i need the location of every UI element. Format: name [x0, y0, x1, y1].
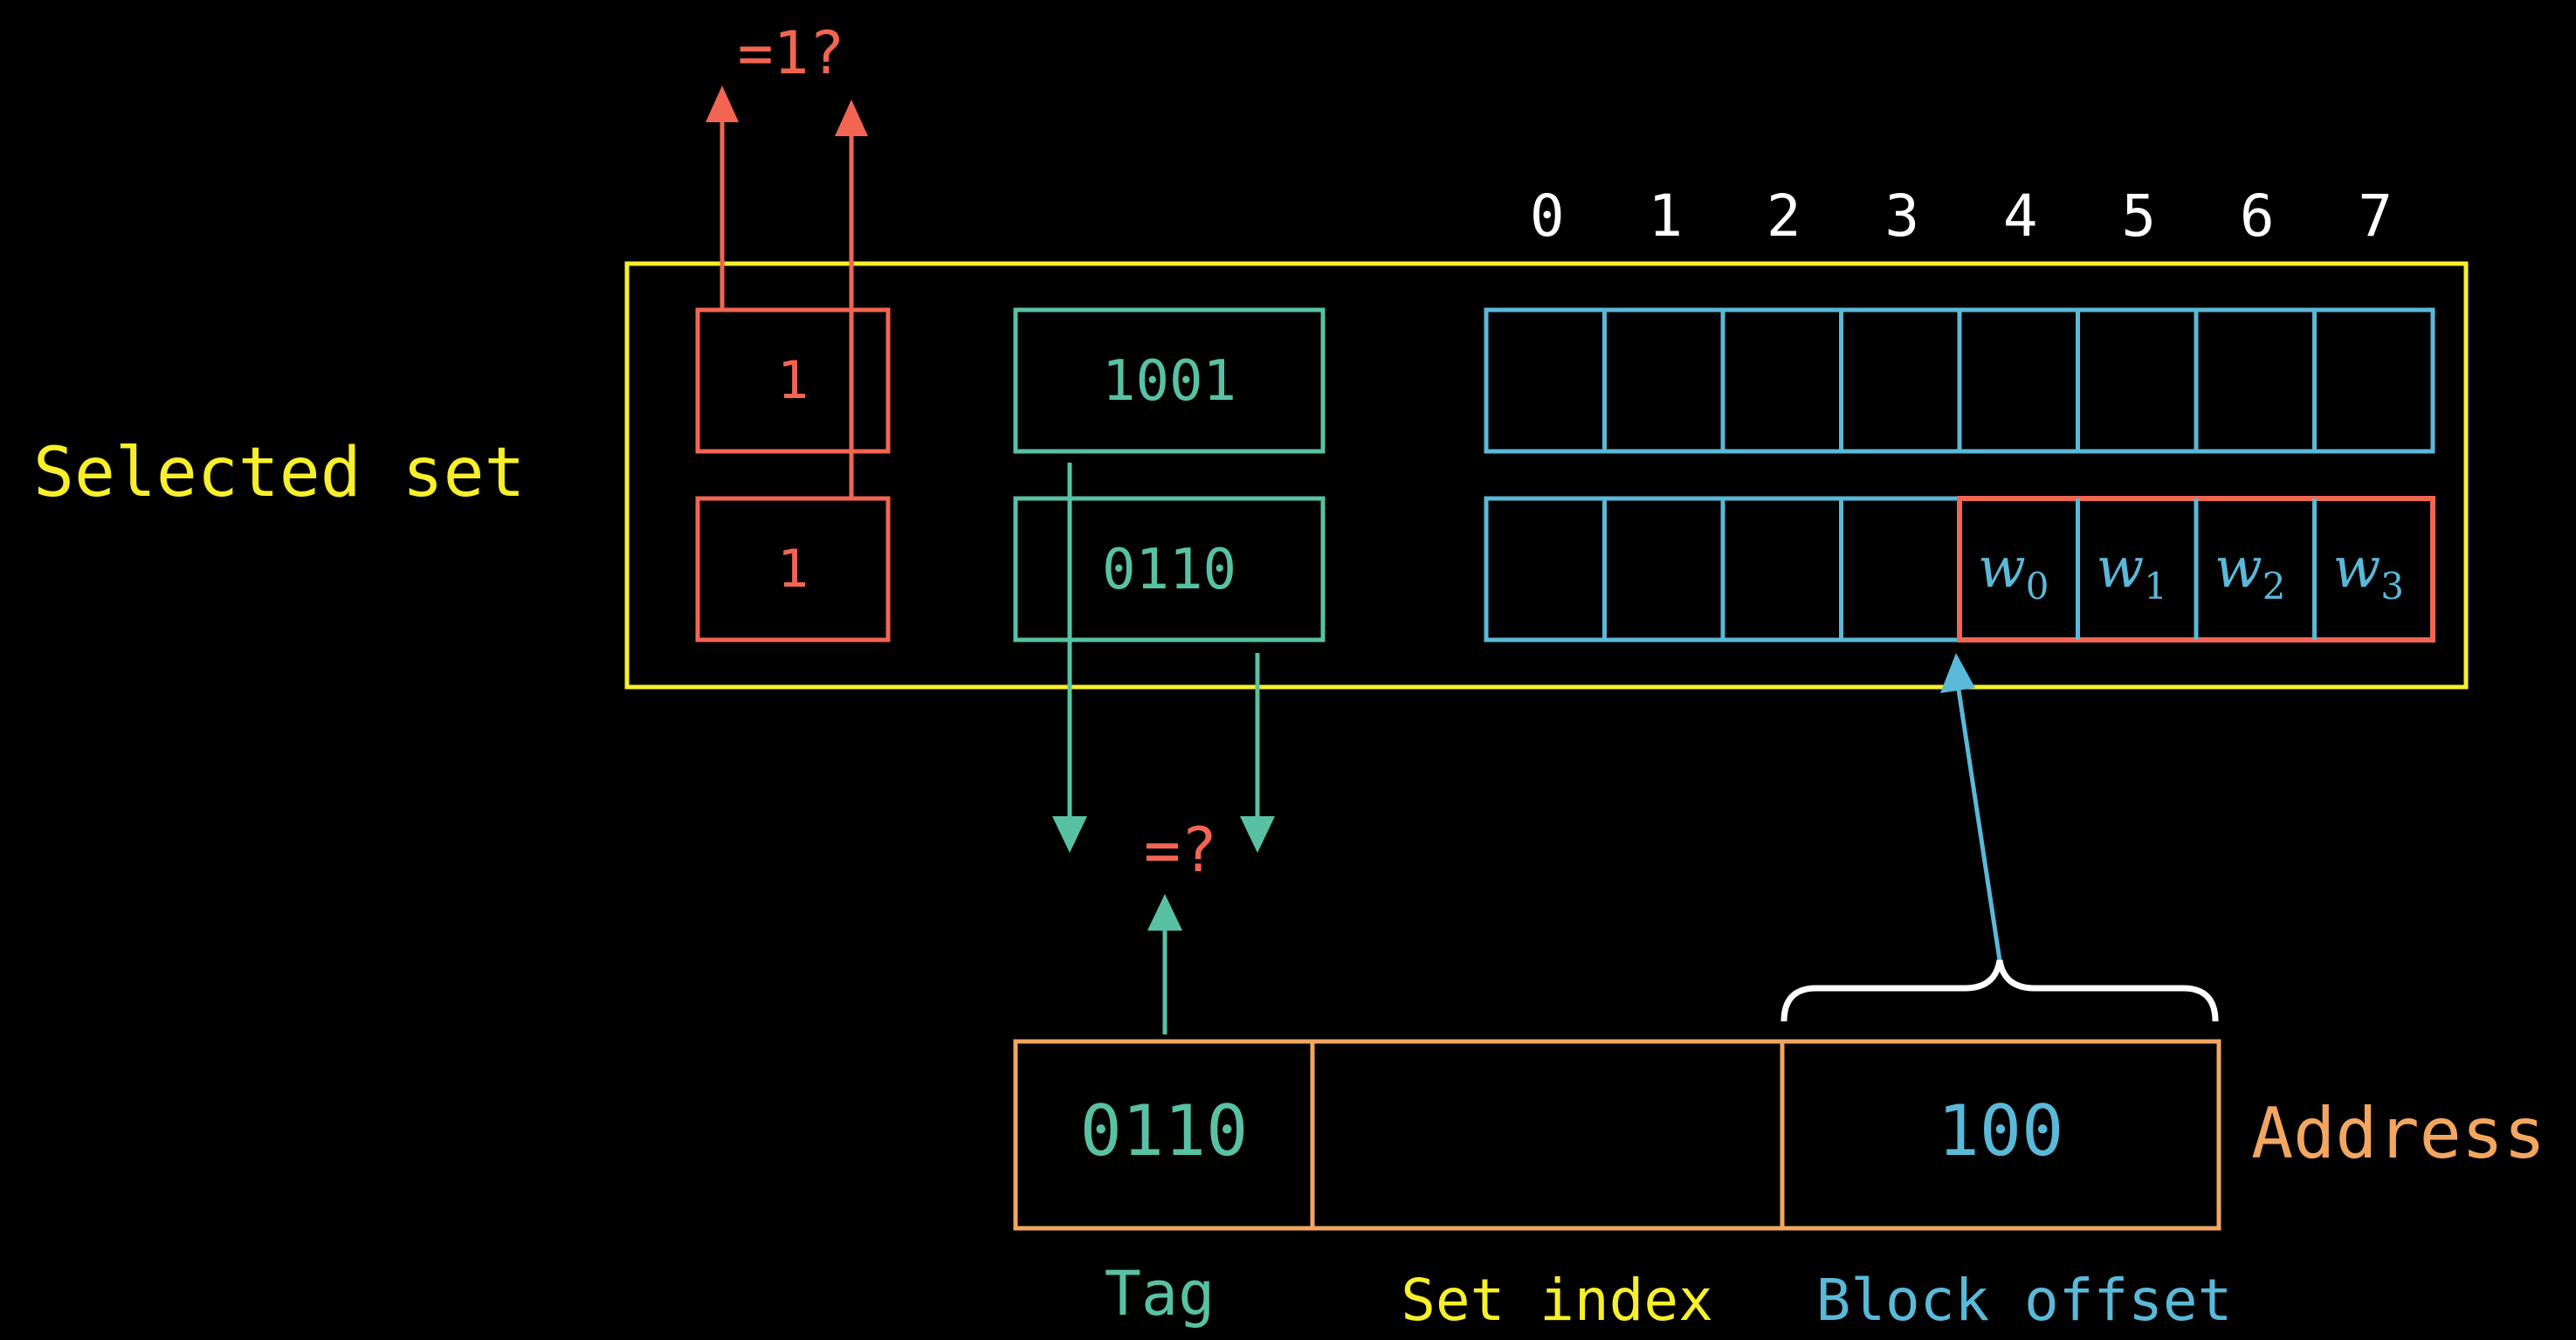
valid-bit-line-2: 1 — [777, 539, 809, 600]
block-row-line-1 — [1484, 307, 2435, 454]
block-offset-arrow — [1940, 653, 2002, 961]
word-3-base: w — [2332, 536, 2380, 601]
byte-index-labels: 0 1 2 3 4 5 6 7 — [1530, 182, 2393, 250]
valid-bit-box-line-1 — [695, 307, 891, 454]
address-label: Address — [2251, 1093, 2545, 1174]
tag-arrow-line-2 — [1240, 653, 1275, 853]
tag-line-2: 0110 — [1102, 538, 1236, 602]
block-offset-field-label: Block offset — [1816, 1267, 2233, 1334]
tag-box-line-1 — [1013, 307, 1326, 454]
tag-line-1: 1001 — [1102, 349, 1236, 414]
byte-index-7: 7 — [2358, 182, 2393, 250]
word-3-subscript: 3 — [2380, 565, 2404, 608]
byte-index-6: 6 — [2240, 182, 2275, 250]
block-cell — [1602, 307, 1725, 454]
word-3: w3 — [2332, 536, 2404, 608]
word-1-base: w — [2096, 536, 2144, 601]
word-2: w2 — [2214, 536, 2286, 608]
block-cell — [1484, 496, 1607, 643]
word-2-subscript: 2 — [2263, 565, 2286, 608]
address-block-offset-field — [1780, 1039, 2221, 1231]
address-tag-arrow — [1147, 894, 1182, 1034]
valid-arrow-line-1 — [706, 86, 739, 310]
valid-bit-box-line-2 — [695, 496, 891, 643]
byte-index-2: 2 — [1767, 182, 1801, 250]
valid-bit-line-1: 1 — [777, 350, 809, 411]
tag-box-line-2 — [1013, 496, 1326, 643]
block-cell — [1720, 307, 1843, 454]
byte-index-3: 3 — [1884, 182, 1919, 250]
set-index-field-label: Set index — [1401, 1267, 1713, 1334]
valid-arrow-line-2 — [835, 100, 868, 498]
block-cell — [1484, 307, 1607, 454]
selected-set-box — [624, 261, 2469, 690]
block-offset-brace — [1780, 959, 2219, 1022]
word-2-base: w — [2214, 536, 2263, 601]
word-0-subscript: 0 — [2026, 565, 2049, 608]
tag-check-label: =? — [1144, 814, 1217, 886]
tag-field-label: Tag — [1105, 1258, 1215, 1330]
address-set-index-field — [1310, 1039, 1785, 1231]
word-1: w1 — [2096, 536, 2167, 608]
valid-check-label: =1? — [738, 19, 845, 88]
address-block-offset-value: 100 — [1938, 1090, 2064, 1172]
word-0-base: w — [1978, 536, 2026, 601]
selected-set-label: Selected set — [33, 434, 526, 512]
block-cell — [1602, 496, 1725, 643]
block-cell — [1839, 496, 1962, 643]
block-cell — [1720, 496, 1843, 643]
block-cell — [2076, 307, 2199, 454]
byte-index-1: 1 — [1648, 182, 1683, 250]
tag-arrow-line-1 — [1052, 463, 1087, 853]
block-cell — [2312, 307, 2435, 454]
byte-index-4: 4 — [2003, 182, 2038, 250]
block-cell — [1839, 307, 1962, 454]
byte-index-0: 0 — [1530, 182, 1565, 250]
block-cell — [1957, 307, 2080, 454]
byte-index-5: 5 — [2121, 182, 2156, 250]
word-1-subscript: 1 — [2144, 565, 2167, 608]
block-cell — [2194, 307, 2317, 454]
selected-words: w0 w1 w2 w3 — [1957, 496, 2435, 643]
word-0: w0 — [1978, 536, 2049, 608]
address-tag-value: 0110 — [1080, 1090, 1249, 1172]
